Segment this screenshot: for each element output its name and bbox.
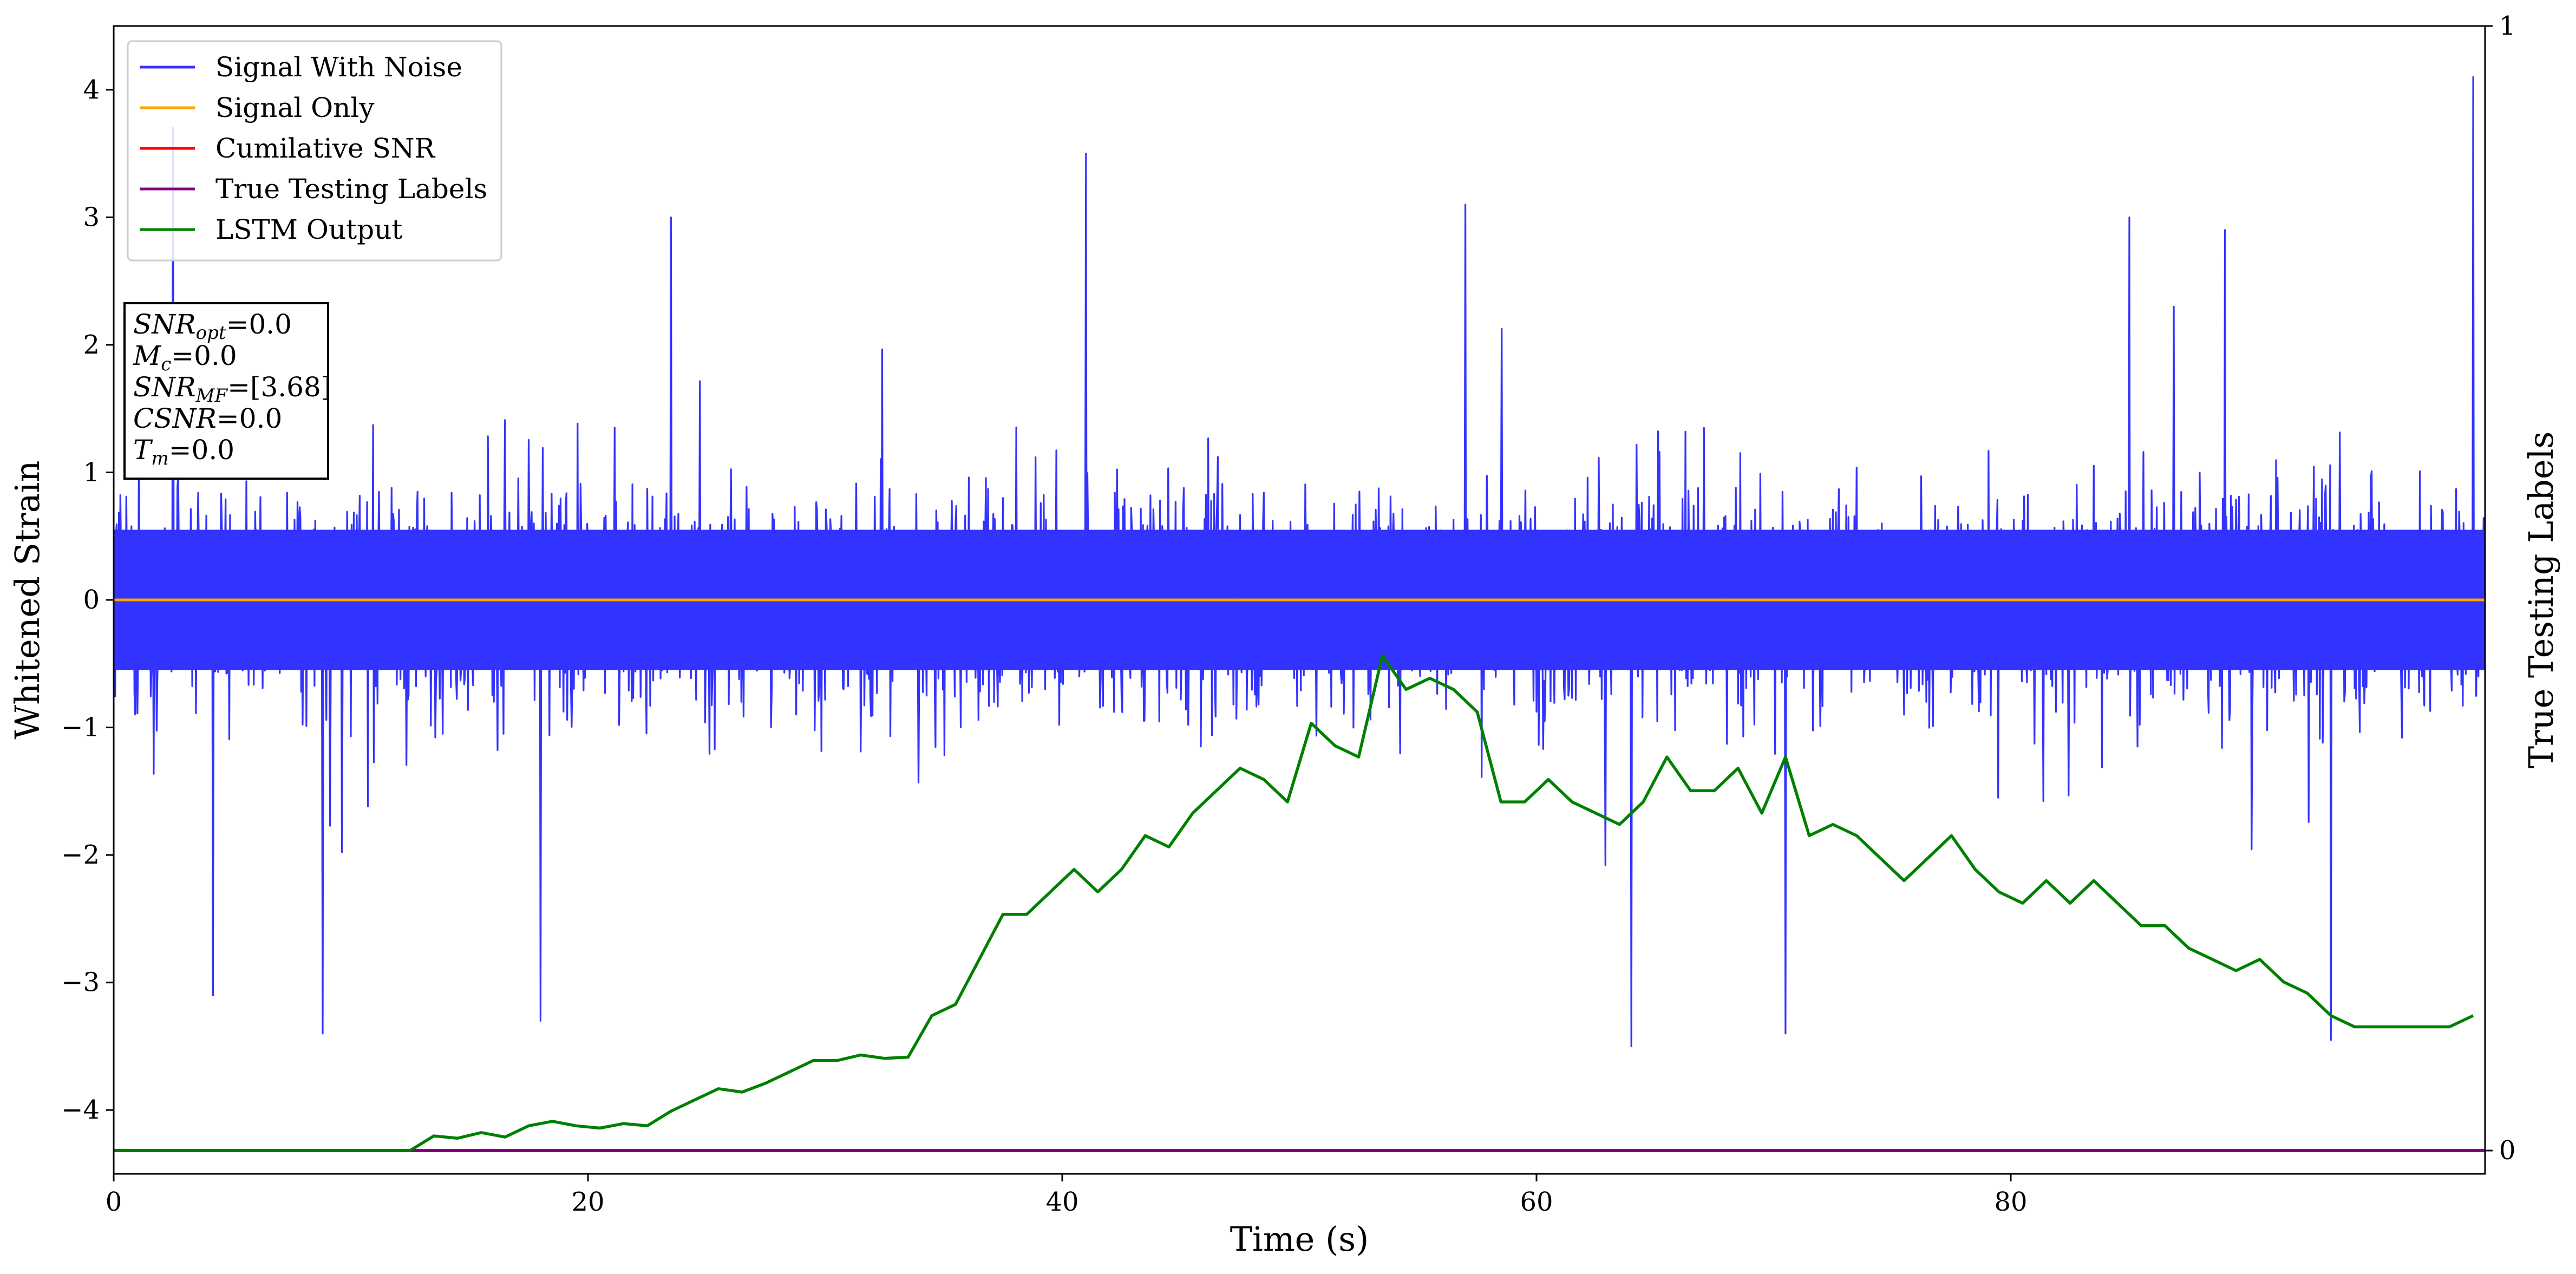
y2-tick-label: 0 [2499, 1135, 2516, 1166]
legend-label: LSTM Output [215, 214, 402, 245]
y-tick-label: 3 [83, 202, 100, 232]
plot-area [113, 26, 2486, 1174]
legend: Signal With Noise Signal Only Cumilative S… [127, 40, 502, 262]
x-axis-title: Time (s) [1230, 1219, 1369, 1259]
y-axis-right-title: True Testing Labels [2521, 432, 2561, 769]
y-tick-label: 2 [83, 330, 100, 360]
series-lstm-output-line [114, 654, 2474, 1152]
legend-label: True Testing Labels [215, 173, 487, 205]
info-line: CSNR=0.0 [133, 403, 282, 434]
info-box-frame [123, 302, 329, 480]
x-tick-label: 20 [571, 1187, 604, 1217]
y-axis-right-ticks: 10 [2485, 11, 2516, 1166]
info-line: Mc=0.0 [133, 340, 237, 375]
y-tick-label: −2 [61, 840, 100, 870]
y-tick-label: 1 [83, 457, 100, 487]
legend-label: Cumilative SNR [215, 133, 435, 164]
y-tick-label: 0 [83, 585, 100, 615]
x-tick-label: 60 [1520, 1187, 1553, 1217]
legend-label: Signal Only [215, 92, 375, 123]
info-line: SNRMF=[3.68] [133, 371, 331, 407]
y-axis-left-title: Whitened Strain [8, 461, 47, 740]
legend-box [127, 40, 502, 262]
x-tick-label: 0 [106, 1187, 122, 1217]
y-tick-label: −1 [61, 713, 100, 743]
legend-label: Signal With Noise [215, 51, 462, 83]
info-line: SNRopt=0.0 [133, 309, 292, 344]
x-tick-label: 80 [1994, 1187, 2027, 1217]
x-tick-label: 40 [1045, 1187, 1078, 1217]
y-tick-label: 4 [83, 75, 100, 105]
y-tick-label: −4 [61, 1095, 100, 1125]
info-line: Tm=0.0 [133, 434, 234, 469]
y2-tick-label: 1 [2499, 11, 2516, 41]
y-tick-label: −3 [61, 968, 100, 998]
noise-trace [113, 76, 2486, 1048]
y-axis-left-ticks: 4 3 2 1 0 −1 −2 −3 −4 [61, 75, 114, 1125]
x-axis-ticks: 0 20 40 60 80 [106, 1174, 2028, 1217]
info-box: SNRopt=0.0Mc=0.0SNRMF=[3.68]CSNR=0.0Tm=0… [123, 302, 331, 480]
